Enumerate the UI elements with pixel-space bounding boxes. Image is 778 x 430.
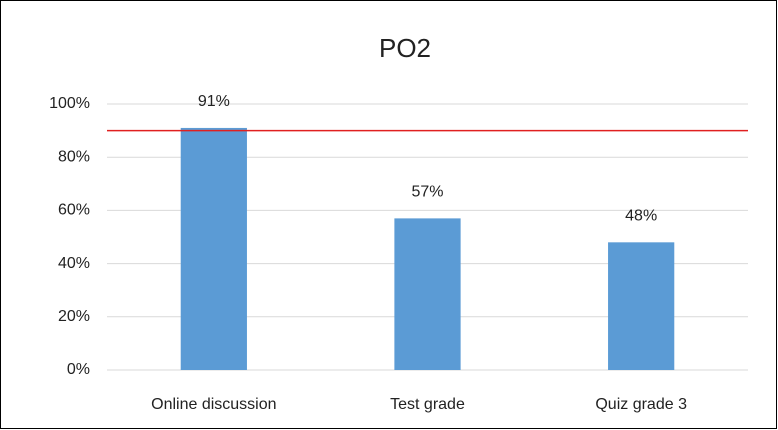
- y-tick-label: 80%: [58, 148, 90, 165]
- x-tick-label: Online discussion: [151, 396, 276, 413]
- x-tick-label: Test grade: [390, 396, 465, 413]
- bar: [394, 218, 461, 370]
- y-tick-label: 40%: [58, 255, 90, 272]
- y-tick-label: 60%: [58, 202, 90, 219]
- bar: [180, 127, 247, 370]
- value-label: 48%: [625, 208, 657, 225]
- y-tick-label: 0%: [67, 361, 90, 378]
- y-tick-label: 100%: [49, 95, 90, 112]
- value-label: 57%: [411, 184, 443, 201]
- y-tick-label: 20%: [58, 308, 90, 325]
- bar: [608, 242, 675, 370]
- chart-title: PO2: [379, 33, 431, 63]
- x-tick-label: Quiz grade 3: [595, 396, 687, 413]
- value-label: 91%: [198, 93, 230, 110]
